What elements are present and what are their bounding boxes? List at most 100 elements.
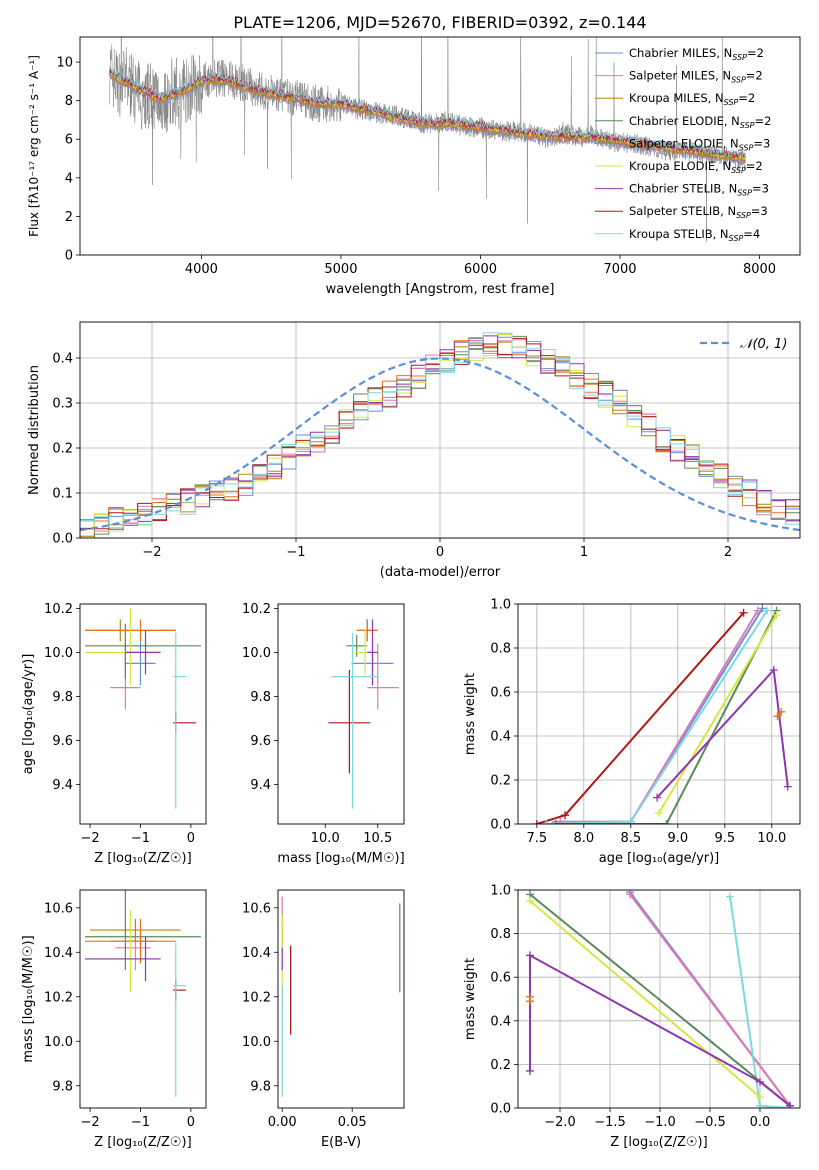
- x-tick-label: 9.0: [667, 831, 688, 846]
- y-tick-label: 0.6: [490, 971, 511, 986]
- y-axis-label: mass weight: [463, 958, 478, 1040]
- y-tick-label: 0.2: [490, 774, 511, 789]
- x-tick-label: 7.5: [526, 831, 547, 846]
- plus-marker: [739, 608, 748, 617]
- plus-marker: [662, 820, 671, 824]
- x-tick-label: 0: [187, 831, 195, 846]
- y-tick-label: 9.8: [52, 690, 73, 705]
- plus-marker: [756, 1093, 764, 1102]
- legend-subscript: SSP: [739, 143, 754, 152]
- y-tick-label: 0.4: [52, 352, 73, 367]
- x-tick-label: 4000: [185, 262, 218, 277]
- y-tick-label: 9.8: [250, 690, 271, 705]
- plus-marker: [726, 892, 734, 901]
- x-tick-label: 7000: [603, 262, 636, 277]
- x-tick-label: 5000: [324, 262, 357, 277]
- plus-marker: [753, 606, 762, 615]
- y-tick-label: 9.8: [250, 1079, 271, 1094]
- x-tick-label: 10.0: [311, 831, 340, 846]
- axes-frame: [277, 603, 405, 825]
- legend-count: =2: [746, 159, 763, 173]
- x-tick-label: 10.5: [363, 831, 392, 846]
- legend-subscript: SSP: [732, 53, 747, 62]
- legend-subscript: SSP: [731, 166, 746, 175]
- chart-massweight_vs_Z: −2.0 −1.5 −1.0 −0.5 0.0 0.0 0.2 0.4 0.6 0.8 1.0 Z […: [463, 884, 801, 1150]
- x-tick-label: −2: [142, 545, 161, 560]
- y-tick-label: 9.4: [52, 778, 73, 793]
- legend-count: =2: [755, 114, 772, 128]
- x-tick-label: −2.0: [544, 1115, 576, 1130]
- y-tick-label: 9.6: [52, 734, 73, 749]
- plus-marker: [556, 817, 565, 824]
- y-tick-label: 0.6: [490, 686, 511, 701]
- mass-weight-line: [555, 610, 778, 824]
- plus-marker: [542, 820, 551, 824]
- plot-area: [532, 604, 792, 824]
- y-tick-label: 0.4: [490, 730, 511, 745]
- y-axis-label: Normed distribution: [27, 365, 42, 495]
- plus-marker: [655, 809, 663, 817]
- x-tick-label: 8.5: [620, 831, 641, 846]
- y-tick-label: 10.2: [242, 990, 271, 1005]
- plus-marker: [769, 666, 778, 674]
- y-tick-label: 0.0: [52, 532, 73, 547]
- plot-area: [85, 608, 201, 809]
- y-tick-label: 10.2: [44, 990, 73, 1005]
- y-tick-label: 4: [65, 171, 73, 186]
- y-axis-label: age [log₁₀(age/yr)]: [21, 654, 36, 775]
- x-axis-label: wavelength [Angstrom, rest frame]: [326, 282, 555, 297]
- chart-age_vs_Z: −2 −1 0 9.4 9.6 9.8 10.0 10.2 Z [log₁₀(Z/Z☉)] age…: [21, 602, 207, 866]
- x-tick-label: −1: [131, 1115, 150, 1130]
- y-tick-label: 10.4: [242, 946, 271, 961]
- legend-subscript: SSP: [737, 189, 752, 198]
- mass-weight-line: [546, 610, 768, 824]
- y-tick-label: 0: [65, 249, 73, 264]
- legend-entry: Chabrier MILES, NSSP=2: [629, 46, 764, 62]
- y-tick-label: 0.2: [490, 1058, 511, 1073]
- plus-marker: [526, 992, 534, 1001]
- y-tick-label: 0.8: [490, 642, 511, 657]
- plot-area: [85, 890, 201, 1097]
- y-tick-label: 9.4: [250, 778, 271, 793]
- plus-marker: [756, 1077, 764, 1086]
- y-tick-label: 0.8: [490, 927, 511, 942]
- y-axis-label: mass weight: [463, 673, 478, 755]
- plot-area: [80, 332, 800, 538]
- legend-count: =3: [751, 204, 768, 218]
- mass-weight-line: [658, 614, 778, 814]
- x-tick-label: 0: [436, 545, 444, 560]
- legend-entry: Salpeter STELIB, NSSP=3: [629, 204, 768, 220]
- axes-frame: [517, 603, 801, 825]
- x-tick-label: 0: [187, 1115, 195, 1130]
- mass-weight-line: [529, 893, 791, 1107]
- plus-marker: [653, 793, 662, 802]
- legend-count: =2: [746, 69, 763, 83]
- x-axis-label: E(B-V): [321, 1135, 361, 1150]
- plus-marker: [526, 1066, 534, 1075]
- plus-marker: [786, 1101, 794, 1108]
- x-tick-label: 1: [580, 545, 588, 560]
- x-tick-label: −1: [286, 545, 305, 560]
- y-axis-label: mass [log₁₀(M/M☉)]: [21, 935, 36, 1062]
- legend-count: =2: [738, 91, 755, 105]
- axes-frame: [79, 889, 207, 1109]
- y-tick-label: 6: [65, 133, 73, 148]
- legend-entry: Salpeter ELODIE, NSSP=3: [629, 136, 770, 152]
- x-axis-label: Z [log₁₀(Z/Z☉)]: [94, 1135, 191, 1150]
- mass-weight-line: [529, 900, 761, 1098]
- y-tick-label: 0.4: [490, 1014, 511, 1029]
- plus-marker: [626, 817, 635, 824]
- x-axis-label: Z [log₁₀(Z/Z☉)]: [94, 851, 191, 866]
- x-tick-label: 0.0: [750, 1115, 771, 1130]
- chart-spectrum: 4000 5000 6000 7000 8000 0 2 4 6 8 10 wavelength [A…: [27, 36, 801, 297]
- figure-title: PLATE=1206, MJD=52670, FIBERID=0392, z=0…: [233, 13, 646, 32]
- x-tick-label: −1.0: [644, 1115, 676, 1130]
- plus-marker: [526, 896, 534, 905]
- mass-weight-line: [529, 953, 791, 1107]
- y-tick-label: 10.0: [242, 646, 271, 661]
- y-tick-label: 0.0: [490, 818, 511, 833]
- legend-subscript: SSP: [724, 98, 739, 107]
- plot-area: [281, 896, 401, 1097]
- y-tick-label: 10.6: [242, 901, 271, 916]
- axes-frame: [79, 321, 801, 539]
